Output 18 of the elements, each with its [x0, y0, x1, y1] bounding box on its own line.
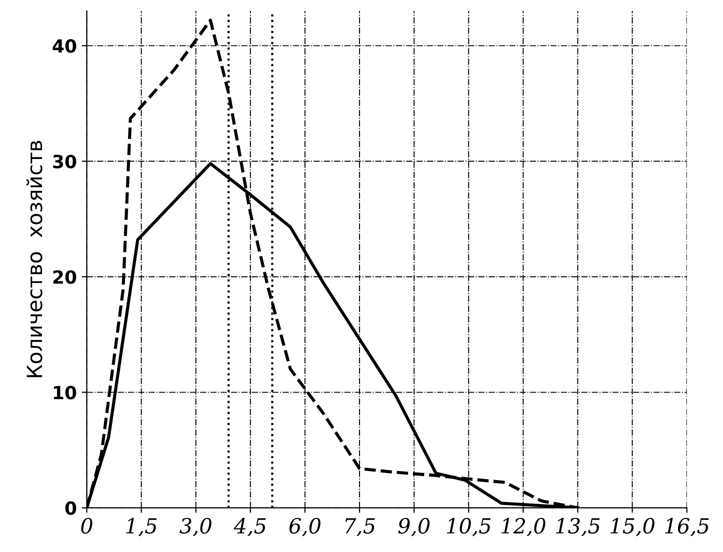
- y-tick-label: 10: [54, 386, 76, 400]
- x-tick-label: 1,5: [126, 518, 157, 536]
- x-tick-label: 3,0: [180, 518, 212, 536]
- y-tick-label: 0: [65, 501, 76, 515]
- x-tick-label: 7,5: [345, 518, 375, 536]
- y-tick-label: 30: [53, 154, 76, 168]
- x-tick-label: 10,5: [446, 518, 491, 536]
- x-tick-label: 4,5: [234, 518, 266, 536]
- x-tick-label: 0: [81, 518, 92, 534]
- x-tick-label: 16,5: [665, 518, 709, 536]
- x-tick-label: 9,0: [398, 518, 430, 536]
- x-tick-label: 12,0: [501, 518, 546, 536]
- y-tick-label: 40: [52, 39, 76, 53]
- x-tick-label: 6,0: [289, 518, 320, 536]
- y-axis-title: Количество хозяйств: [26, 140, 42, 378]
- y-tick-label: 20: [53, 270, 76, 284]
- x-tick-label: 15,0: [610, 518, 654, 536]
- x-tick-label: 13,5: [556, 518, 600, 536]
